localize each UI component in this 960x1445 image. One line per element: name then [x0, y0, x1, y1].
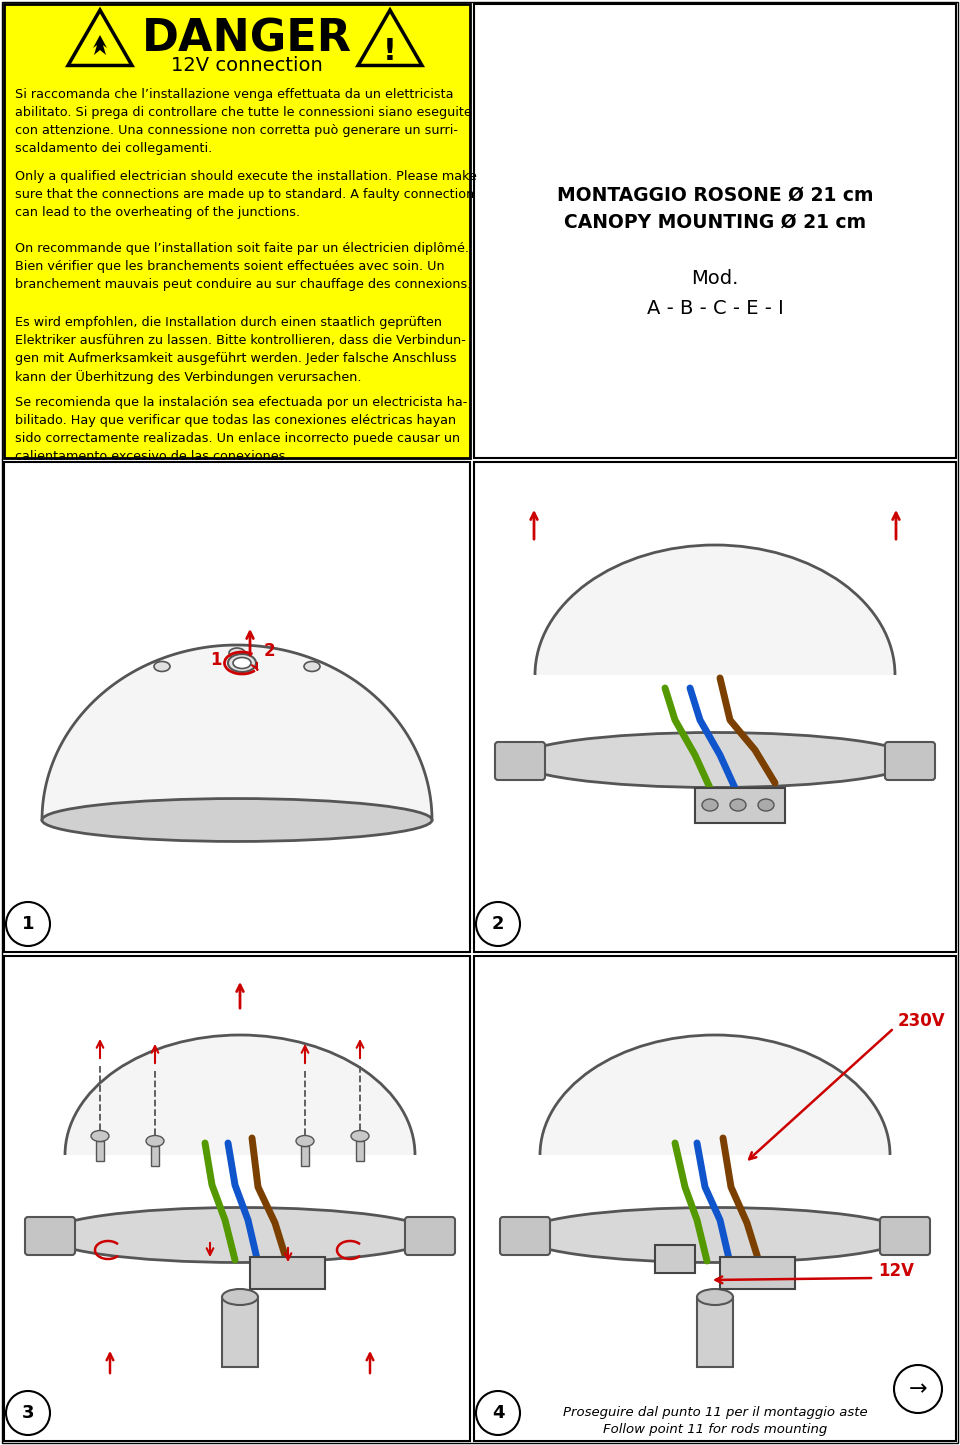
- Bar: [4, 462, 470, 952]
- Circle shape: [476, 902, 520, 946]
- Bar: [695, 788, 785, 824]
- FancyBboxPatch shape: [885, 741, 935, 780]
- Circle shape: [476, 1392, 520, 1435]
- Text: 12V connection: 12V connection: [171, 56, 323, 75]
- FancyBboxPatch shape: [25, 1217, 75, 1256]
- Ellipse shape: [91, 1130, 109, 1142]
- Text: DANGER: DANGER: [142, 17, 352, 61]
- FancyBboxPatch shape: [495, 741, 545, 780]
- Text: Se recomienda que la instalación sea efectuada por un electricista ha-
bilitado.: Se recomienda que la instalación sea efe…: [15, 396, 468, 462]
- Ellipse shape: [351, 1130, 369, 1142]
- Ellipse shape: [296, 1136, 314, 1146]
- Text: CANOPY MOUNTING Ø 21 cm: CANOPY MOUNTING Ø 21 cm: [564, 212, 866, 231]
- Text: 1: 1: [22, 915, 35, 933]
- Bar: [474, 957, 956, 1441]
- Text: 2: 2: [264, 642, 276, 660]
- Text: 4: 4: [492, 1405, 504, 1422]
- Circle shape: [6, 1392, 50, 1435]
- Ellipse shape: [304, 662, 320, 672]
- Bar: [250, 1257, 325, 1289]
- Text: →: →: [909, 1379, 927, 1399]
- Ellipse shape: [702, 799, 718, 811]
- Text: Es wird empfohlen, die Installation durch einen staatlich geprüften
Elektriker a: Es wird empfohlen, die Installation durc…: [15, 316, 466, 384]
- Text: Follow point 11 for rods mounting: Follow point 11 for rods mounting: [603, 1423, 828, 1436]
- Bar: [151, 1146, 159, 1166]
- Ellipse shape: [154, 662, 170, 672]
- Ellipse shape: [515, 733, 915, 788]
- Ellipse shape: [233, 657, 251, 669]
- Bar: [301, 1146, 309, 1166]
- FancyBboxPatch shape: [880, 1217, 930, 1256]
- Circle shape: [6, 902, 50, 946]
- Polygon shape: [42, 644, 432, 819]
- Text: !: !: [383, 38, 396, 66]
- Ellipse shape: [758, 799, 774, 811]
- Bar: [655, 1246, 695, 1273]
- Text: On recommande que l’installation soit faite par un électricien diplômé.
Bien vér: On recommande que l’installation soit fa…: [15, 241, 471, 290]
- Ellipse shape: [146, 1136, 164, 1146]
- Text: Mod.: Mod.: [691, 269, 738, 288]
- Polygon shape: [68, 10, 132, 65]
- Ellipse shape: [520, 1208, 910, 1263]
- Polygon shape: [540, 1035, 890, 1155]
- Circle shape: [894, 1366, 942, 1413]
- Text: Si raccomanda che l’installazione venga effettuata da un elettricista
abilitato.: Si raccomanda che l’installazione venga …: [15, 88, 471, 155]
- Bar: [474, 462, 956, 952]
- Text: 2: 2: [492, 915, 504, 933]
- Text: 3: 3: [22, 1405, 35, 1422]
- Text: Only a qualified electrician should execute the installation. Please make
sure t: Only a qualified electrician should exec…: [15, 171, 477, 220]
- Bar: [222, 1298, 258, 1367]
- Bar: [720, 1257, 795, 1289]
- Polygon shape: [535, 545, 895, 675]
- Bar: [356, 1142, 364, 1160]
- Bar: [4, 4, 470, 458]
- Ellipse shape: [45, 1208, 435, 1263]
- Ellipse shape: [229, 647, 245, 657]
- Ellipse shape: [222, 1289, 258, 1305]
- Text: 12V: 12V: [878, 1261, 914, 1280]
- Ellipse shape: [42, 799, 432, 841]
- Bar: [697, 1298, 733, 1367]
- Ellipse shape: [228, 655, 256, 672]
- Text: A - B - C - E - I: A - B - C - E - I: [647, 299, 783, 318]
- Polygon shape: [93, 35, 107, 55]
- FancyBboxPatch shape: [500, 1217, 550, 1256]
- Polygon shape: [65, 1035, 415, 1155]
- Ellipse shape: [697, 1289, 733, 1305]
- Text: MONTAGGIO ROSONE Ø 21 cm: MONTAGGIO ROSONE Ø 21 cm: [557, 185, 874, 205]
- Text: Proseguire dal punto 11 per il montaggio aste: Proseguire dal punto 11 per il montaggio…: [563, 1406, 867, 1419]
- Ellipse shape: [730, 799, 746, 811]
- Polygon shape: [358, 10, 422, 65]
- FancyBboxPatch shape: [405, 1217, 455, 1256]
- Text: 1: 1: [210, 652, 222, 669]
- Bar: [474, 4, 956, 458]
- Bar: [4, 957, 470, 1441]
- Text: 230V: 230V: [898, 1011, 946, 1030]
- Bar: [96, 1142, 104, 1160]
